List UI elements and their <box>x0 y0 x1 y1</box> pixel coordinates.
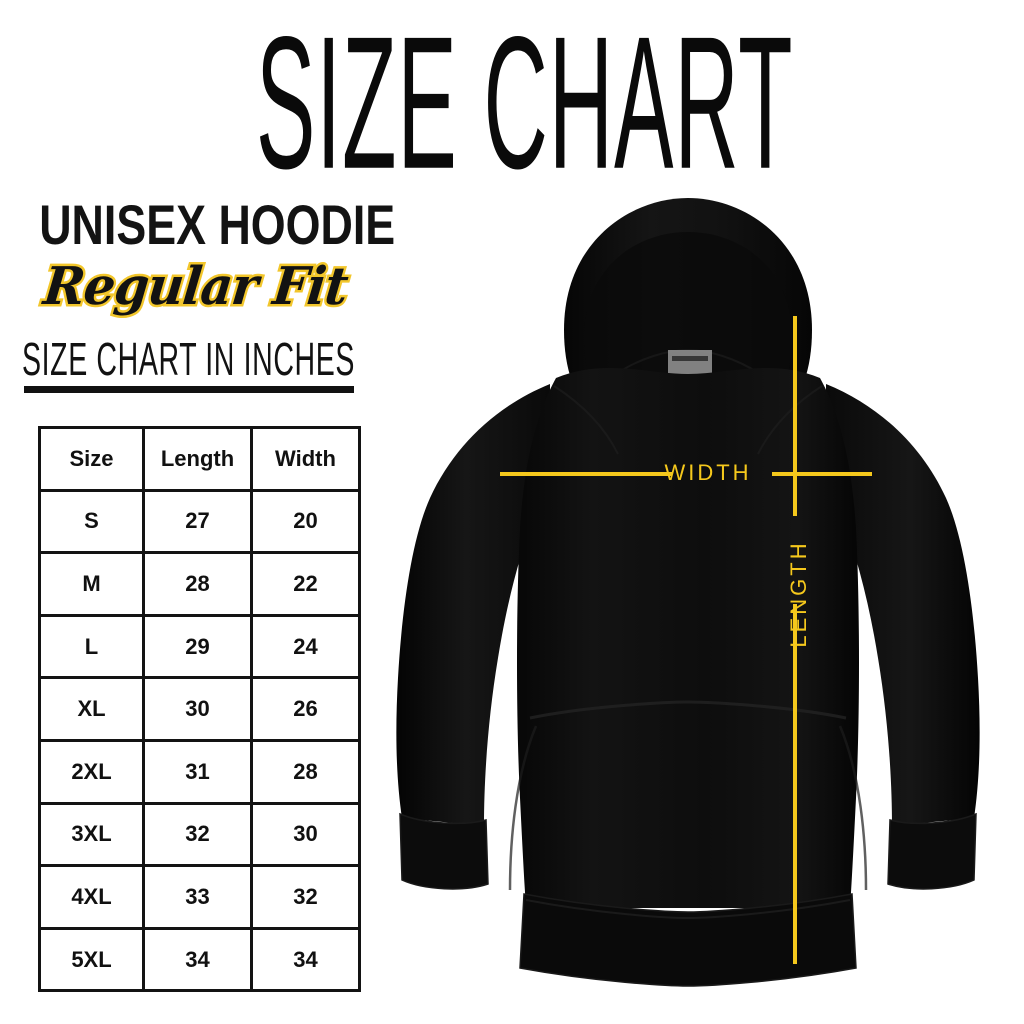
right-sleeve <box>826 384 980 826</box>
size-table: Size Length Width S 27 20 M 28 22 L 29 2… <box>38 426 361 993</box>
cell-length: 34 <box>142 926 253 993</box>
cell-size: M <box>38 551 145 617</box>
table-row: M 28 22 <box>38 551 361 617</box>
cell-length: 28 <box>142 551 253 617</box>
fit-wrapper: Regular Fit <box>0 254 392 322</box>
cell-width: 30 <box>250 801 361 868</box>
hoodie-body <box>517 367 859 909</box>
hoodie-svg <box>396 198 980 987</box>
cell-length: 31 <box>142 738 253 805</box>
table-row: XL 30 26 <box>38 676 361 742</box>
hood-group <box>564 198 812 392</box>
units-heading-underline <box>24 386 354 393</box>
cell-size: 2XL <box>38 738 145 805</box>
table-row: L 29 24 <box>38 613 361 680</box>
table-header-row: Size Length Width <box>38 426 361 492</box>
product-name: UNISEX HOODIE <box>39 193 396 256</box>
column-header-width: Width <box>250 426 361 492</box>
hoodie-illustration <box>368 178 1008 998</box>
cell-width: 28 <box>250 738 361 805</box>
cell-size: XL <box>38 676 145 742</box>
units-heading-wrapper: SIZE CHART IN INCHES <box>0 336 370 393</box>
waistband-seam <box>525 899 851 920</box>
left-cuff <box>399 812 489 890</box>
cell-length: 30 <box>142 676 253 742</box>
pocket-right-seam <box>838 725 868 891</box>
cell-size: S <box>38 488 145 555</box>
page-title: SIZE CHART <box>256 0 794 208</box>
cell-length: 32 <box>142 801 253 868</box>
table-row: S 27 20 <box>38 488 361 555</box>
fit-label: Regular Fit <box>39 254 353 320</box>
waistband <box>519 893 857 987</box>
column-header-length: Length <box>142 426 253 492</box>
table-row: 2XL 31 28 <box>38 738 361 805</box>
table-row: 4XL 33 32 <box>38 864 361 930</box>
pocket-left-seam <box>508 725 538 891</box>
cell-length: 27 <box>142 488 253 555</box>
cell-size: L <box>38 613 145 680</box>
table-row: 5XL 34 34 <box>38 926 361 993</box>
units-heading: SIZE CHART IN INCHES <box>22 333 356 385</box>
left-shoulder-seam <box>553 385 619 455</box>
product-info-column: UNISEX HOODIE Regular Fit SIZE CHART IN … <box>0 193 396 393</box>
cell-length: 33 <box>142 864 253 930</box>
cell-width: 26 <box>250 676 361 742</box>
cell-width: 24 <box>250 613 361 680</box>
cell-size: 5XL <box>38 926 145 993</box>
right-shoulder-seam <box>757 385 823 455</box>
right-cuff <box>887 812 977 890</box>
neck-brand-text <box>672 356 708 361</box>
cell-size: 3XL <box>38 801 145 868</box>
cell-width: 34 <box>250 926 361 993</box>
pocket-top-edge <box>529 700 847 720</box>
column-header-size: Size <box>38 426 145 492</box>
table-row: 3XL 32 30 <box>38 801 361 868</box>
cell-width: 20 <box>250 488 361 555</box>
cell-width: 32 <box>250 864 361 930</box>
cell-size: 4XL <box>38 864 145 930</box>
cell-width: 22 <box>250 551 361 617</box>
cell-length: 29 <box>142 613 253 680</box>
left-sleeve <box>396 384 550 826</box>
hood-inner <box>584 232 792 390</box>
